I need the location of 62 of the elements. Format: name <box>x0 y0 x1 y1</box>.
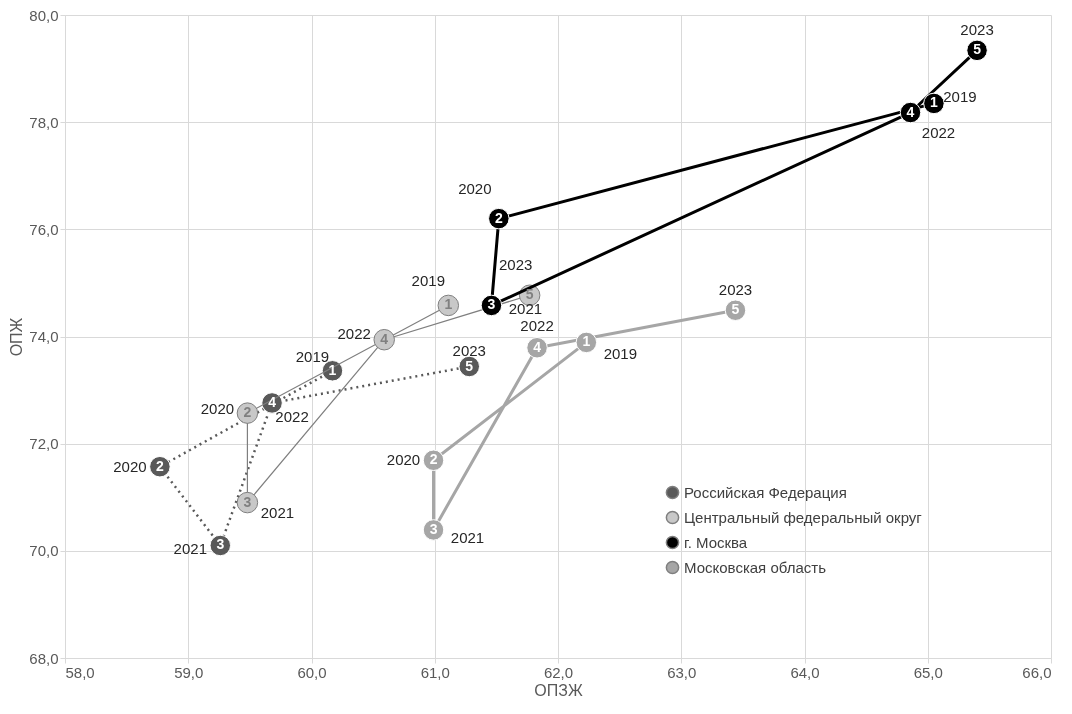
x-tick-label: 63,0 <box>667 663 697 681</box>
annotation: 2021 <box>173 540 207 558</box>
y-tick-label: 78,0 <box>29 113 59 131</box>
annotation: 2019 <box>411 272 445 290</box>
annotation: 2023 <box>960 21 994 39</box>
annotation: 4 <box>380 330 389 347</box>
legend-label: Российская Федерация <box>684 483 847 501</box>
x-tick-label: 61,0 <box>420 663 450 681</box>
annotation: 4 <box>268 393 277 410</box>
annotation: 2021 <box>260 503 295 521</box>
annotation: 2023 <box>452 341 486 359</box>
annotation: 2023 <box>718 281 753 299</box>
annotation: 2020 <box>458 179 492 197</box>
annotation: 2 <box>494 209 503 226</box>
annotation: 2022 <box>275 407 309 425</box>
legend-label: г. Москва <box>684 533 748 551</box>
annotation: 2 <box>156 457 164 474</box>
annotation: 5 <box>465 357 474 374</box>
x-tick-label: 66,0 <box>1022 663 1052 681</box>
y-tick-label: 74,0 <box>29 328 59 345</box>
x-tick-label: 59,0 <box>174 663 204 681</box>
y-tick-label: 80,0 <box>29 6 59 24</box>
annotation: 3 <box>243 493 252 510</box>
annotation: 2019 <box>603 345 638 363</box>
x-tick-label: 65,0 <box>913 663 943 681</box>
y-tick-label: 76,0 <box>29 220 59 238</box>
y-axis-title: ОПЖ <box>8 317 26 357</box>
annotation: 2019 <box>295 347 330 365</box>
annotation: 2022 <box>337 324 371 342</box>
annotation: 2020 <box>200 400 235 418</box>
annotation: 1 <box>444 296 453 313</box>
annotation: 1 <box>582 333 591 350</box>
y-tick-label: 68,0 <box>29 649 59 667</box>
annotation: 2022 <box>921 123 956 141</box>
annotation: 2020 <box>386 451 421 469</box>
annotation: 3 <box>487 296 496 313</box>
annotation: 2021 <box>508 300 543 318</box>
annotation: 2 <box>243 404 252 421</box>
annotation: 2023 <box>498 256 533 274</box>
annotation: 4 <box>533 338 542 355</box>
annotation: 3 <box>429 520 438 537</box>
y-tick-label: 70,0 <box>29 542 59 560</box>
y-tick-label: 72,0 <box>29 435 59 453</box>
legend-label: Московская область <box>684 558 827 576</box>
annotation: 1 <box>930 94 939 111</box>
annotation: 2022 <box>520 316 554 334</box>
x-tick-label: 58,0 <box>65 663 95 681</box>
x-tick-label: 64,0 <box>790 663 820 681</box>
x-tick-label: 62,0 <box>543 663 574 681</box>
annotation: 5 <box>525 286 534 303</box>
annotation: 2 <box>429 451 438 468</box>
annotation: 5 <box>731 301 740 318</box>
x-axis-title: ОПЗЖ <box>534 681 583 699</box>
annotation: 2020 <box>113 457 147 475</box>
annotation: 2019 <box>943 88 977 106</box>
annotation: 2021 <box>450 528 485 546</box>
x-tick-label: 60,0 <box>297 663 327 681</box>
annotation: 1 <box>328 361 337 378</box>
annotation: 4 <box>906 103 915 120</box>
annotation: 5 <box>973 41 982 58</box>
legend-label: Центральный федеральный округ <box>684 508 923 526</box>
annotation: 3 <box>216 536 225 553</box>
